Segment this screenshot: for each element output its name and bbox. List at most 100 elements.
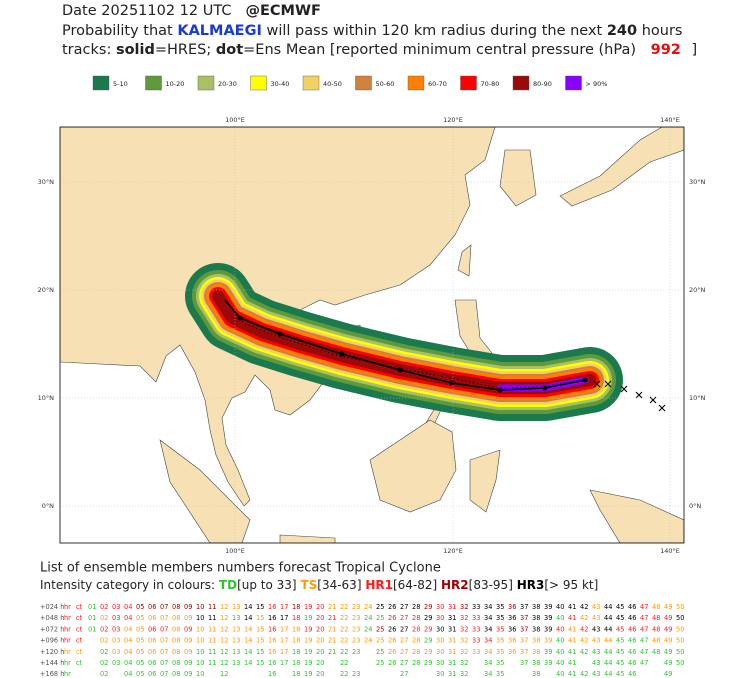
text: Intensity category in colours:	[40, 578, 219, 592]
member-number: 24	[364, 637, 372, 645]
member-number: 10	[196, 648, 204, 656]
member-number: 20	[316, 603, 324, 611]
member-number: 49	[664, 614, 672, 622]
member-number: 26	[388, 625, 396, 633]
member-number: 43	[592, 670, 600, 678]
member-number: 05	[136, 625, 144, 633]
member-number: 47	[640, 648, 648, 656]
map	[60, 127, 684, 543]
member-number: 49	[664, 659, 672, 667]
pressure: 992	[651, 42, 681, 58]
member-number: 01	[88, 625, 96, 633]
member-number: 27	[400, 637, 408, 645]
legend-swatch	[197, 75, 215, 91]
member-number: 16	[268, 637, 276, 645]
text: [> 95 kt]	[544, 578, 598, 592]
legend-swatch	[512, 75, 530, 91]
member-number: 05	[136, 670, 144, 678]
member-number: 04	[124, 625, 132, 633]
text: [64-82]	[393, 578, 441, 592]
member-number: 06	[148, 614, 156, 622]
member-number: 15	[256, 648, 264, 656]
lat-label: 0°N	[689, 502, 701, 510]
member-number: 17	[280, 614, 288, 622]
member-number: 32	[460, 670, 468, 678]
member-number: 06	[148, 670, 156, 678]
legend-label: 60-70	[428, 80, 447, 88]
header-line: Date 20251102 12 UTC @ECMWF	[62, 3, 321, 19]
member-number: hr	[64, 659, 71, 667]
member-number: 13	[232, 625, 240, 633]
member-number: hr	[64, 614, 71, 622]
legend-swatch	[460, 75, 477, 91]
member-number: 25	[376, 625, 384, 633]
member-number: 42	[580, 637, 588, 645]
member-number: 47	[640, 625, 648, 633]
member-number: 12	[220, 637, 228, 645]
member-number: 40	[556, 614, 564, 622]
member-number: 16	[268, 614, 276, 622]
member-number: 24	[364, 614, 372, 622]
member-number: 15	[256, 603, 264, 611]
member-number: 18	[292, 625, 300, 633]
member-number: 33	[472, 614, 480, 622]
member-number: 16	[268, 648, 276, 656]
member-number: 50	[676, 648, 684, 656]
lon-label: 100°E	[225, 116, 245, 124]
member-number: 44	[604, 637, 612, 645]
member-number: 38	[532, 670, 540, 678]
member-number: 29	[424, 637, 432, 645]
member-number: 04	[124, 603, 132, 611]
member-number: 23	[352, 603, 360, 611]
new-guinea	[589, 489, 684, 543]
member-number: 36	[508, 603, 516, 611]
member-number: 05	[136, 614, 144, 622]
member-number: 45	[616, 637, 624, 645]
member-number: 02	[100, 614, 108, 622]
member-number: 19	[304, 637, 312, 645]
member-number: hr	[64, 648, 71, 656]
member-number: 18	[292, 603, 300, 611]
member-number: 43	[592, 614, 600, 622]
member-number: 26	[388, 614, 396, 622]
member-number: 44	[604, 603, 612, 611]
member-number: 02	[100, 603, 108, 611]
track-points	[237, 315, 588, 393]
member-number: 18	[292, 659, 300, 667]
member-number: 07	[160, 637, 168, 645]
member-number: 24	[364, 625, 372, 633]
member-number: 22	[340, 614, 348, 622]
legend-swatch	[355, 75, 372, 91]
member-number: 12	[220, 614, 228, 622]
member-number: 17	[280, 637, 288, 645]
member-number: 07	[160, 603, 168, 611]
member-number: 22	[340, 670, 348, 678]
member-number: 04	[124, 648, 132, 656]
legend: 5-10 10-20 20-30 30-40 40-50 50-60 60-70 70-80 8…	[92, 75, 607, 91]
member-number: 33	[472, 603, 480, 611]
member-number: 03	[112, 648, 120, 656]
member-number: 30	[436, 659, 444, 667]
member-number: 06	[148, 603, 156, 611]
member-number: 30	[436, 670, 444, 678]
text: Probability that	[62, 23, 177, 39]
member-number: 41	[568, 659, 576, 667]
member-number: ct	[76, 625, 83, 633]
member-number: 13	[232, 614, 240, 622]
member-number: 11	[208, 625, 216, 633]
lat-label: 30°N	[689, 178, 706, 186]
member-number: 20	[316, 670, 324, 678]
legend-swatch	[145, 75, 162, 91]
member-number: 10	[196, 603, 204, 611]
category-name: HR2	[441, 578, 469, 592]
member-number: 27	[400, 670, 408, 678]
member-number: 12	[220, 603, 228, 611]
member-number: 23	[352, 614, 360, 622]
member-number: 37	[520, 603, 528, 611]
lat-label: 10°N	[689, 394, 706, 402]
member-number: 10	[196, 637, 204, 645]
member-number: 05	[136, 637, 144, 645]
member-number: 46	[628, 670, 636, 678]
member-number: 03	[112, 603, 120, 611]
source: @ECMWF	[245, 3, 320, 19]
